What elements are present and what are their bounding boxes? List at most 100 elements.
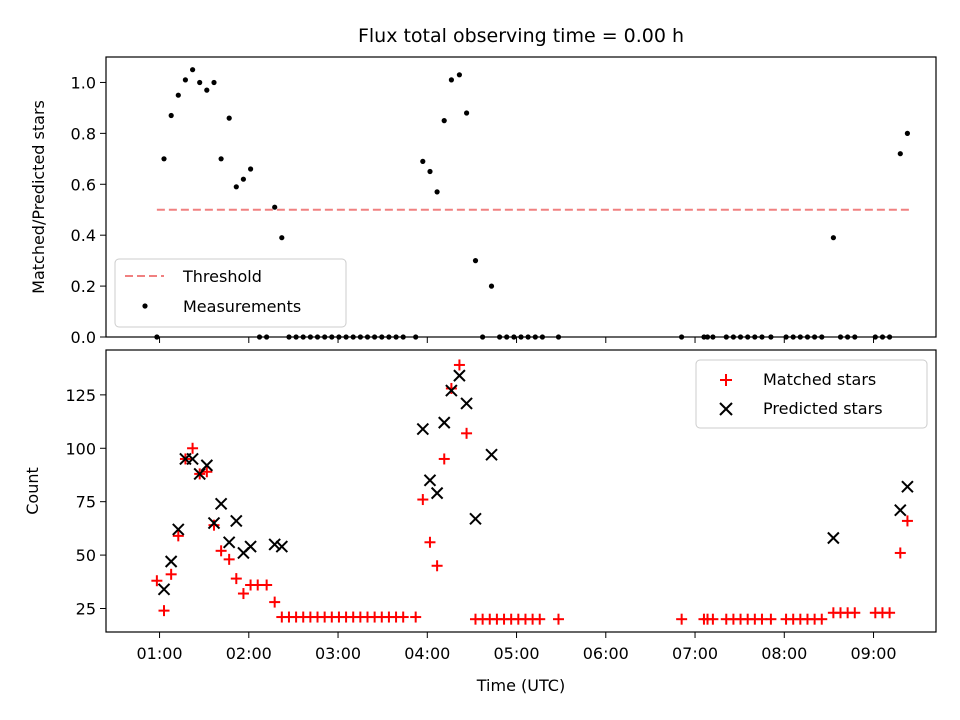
count-x-axis-label: Time (UTC)	[476, 676, 565, 695]
count-legend: Matched stars Predicted stars	[695, 359, 928, 429]
measurements-legend-icon	[142, 303, 148, 309]
count-y-tick-label: 50	[76, 546, 96, 565]
matched-star-point	[816, 613, 828, 625]
predicted-star-point	[186, 452, 199, 466]
count-panel: 25 50 75 100 125 01:00 02:00 03:00 04:00 05:00 06:…	[23, 349, 937, 695]
matched-legend-icon	[720, 374, 732, 386]
matched-star-point	[410, 611, 422, 623]
measurement-point	[211, 79, 217, 86]
measurement-point	[279, 235, 285, 241]
matched-star-point	[172, 530, 184, 542]
count-x-tick-label: 04:00	[404, 644, 450, 663]
predicted-star-point	[430, 486, 444, 500]
predicted-star-point	[423, 474, 437, 487]
measurement-point	[175, 92, 181, 98]
matched-star-point	[765, 613, 777, 625]
measurement-point	[226, 115, 232, 121]
predicted-star-point	[469, 512, 482, 525]
measurement-point	[204, 87, 210, 93]
predicted-star-point	[438, 416, 451, 429]
count-y-tick-label: 125	[65, 386, 96, 405]
count-panel-frame	[105, 349, 937, 633]
measurement-point	[197, 79, 203, 86]
predicted-star-point	[207, 516, 221, 530]
measurement-point	[248, 166, 254, 172]
matched-star-point	[261, 579, 273, 591]
count-x-tick-label: 05:00	[493, 644, 539, 663]
matched-legend-label: Matched stars	[763, 370, 876, 389]
count-x-tick-label: 07:00	[672, 644, 718, 663]
predicted-star-point	[164, 555, 178, 568]
predicted-star-point	[453, 369, 466, 382]
matched-star-point	[438, 453, 450, 465]
measurement-point	[904, 130, 911, 136]
measurement-point	[233, 184, 239, 190]
matched-star-point	[534, 613, 546, 625]
measurement-point	[830, 235, 837, 241]
measurement-point	[434, 189, 440, 195]
count-legend-box	[695, 359, 928, 429]
matched-star-point	[884, 607, 896, 619]
matched-star-point	[230, 573, 242, 585]
ratio-y-tick-label: 0.6	[71, 175, 96, 194]
ratio-panel-frame	[105, 56, 937, 338]
matched-star-point	[431, 560, 443, 572]
matched-star-point	[165, 568, 177, 580]
predicted-star-point	[445, 384, 458, 397]
measurement-point	[897, 151, 903, 157]
predicted-star-point	[275, 540, 289, 553]
count-x-tick-label: 08:00	[761, 644, 807, 663]
predicted-star-point	[230, 514, 243, 528]
measurement-point	[488, 283, 495, 289]
measurement-point	[218, 156, 224, 162]
measurement-point	[182, 77, 188, 83]
measurement-point	[441, 118, 447, 124]
matched-star-point	[223, 553, 235, 565]
matched-star-point	[397, 611, 409, 623]
predicted-legend-label: Predicted stars	[763, 399, 883, 418]
chart-title: Flux total observing time = 0.00 h	[358, 25, 684, 47]
measurement-point	[472, 258, 479, 264]
matched-star-point	[424, 536, 436, 548]
predicted-star-point	[894, 504, 907, 517]
predicted-star-point	[157, 583, 171, 596]
matched-star-point	[849, 607, 861, 619]
matched-star-point	[707, 613, 719, 625]
count-y-tick-label: 100	[65, 439, 96, 458]
predicted-star-point	[172, 523, 185, 536]
predicted-star-point	[901, 480, 914, 493]
predicted-star-point	[460, 397, 473, 410]
ratio-panel: 0.0 0.2 0.4 0.6 0.8 1.0 Matched/Predicted sta…	[29, 56, 937, 347]
count-y-tick-label: 75	[76, 493, 96, 512]
measurement-point	[448, 77, 454, 83]
measurement-point	[464, 110, 470, 116]
ratio-y-tick-label: 0.8	[71, 124, 96, 143]
measurements-legend-label: Measurements	[183, 297, 301, 316]
measurement-point	[456, 72, 462, 78]
predicted-star-point	[416, 422, 430, 436]
threshold-legend-label: Threshold	[182, 267, 262, 286]
predicted-star-point	[222, 536, 236, 549]
measurement-point	[272, 204, 278, 210]
measurement-point	[240, 176, 246, 182]
ratio-y-tick-label: 1.0	[71, 73, 96, 92]
predicted-star-point	[827, 531, 840, 545]
matched-star-point	[208, 519, 220, 531]
matched-star-point	[676, 613, 688, 625]
predicted-legend-icon	[719, 402, 733, 416]
matched-star-point	[453, 359, 465, 371]
count-y-tick-label: 25	[76, 600, 96, 619]
ratio-y-tick-label: 0.2	[71, 277, 96, 296]
predicted-star-point	[485, 448, 498, 461]
measurement-point	[168, 112, 174, 119]
matched-star-point	[237, 588, 249, 600]
matched-star-point	[269, 596, 281, 608]
matched-star-point	[552, 613, 564, 625]
count-y-axis-label: Count	[23, 467, 42, 515]
matched-star-point	[417, 494, 429, 506]
count-x-tick-label: 01:00	[136, 644, 182, 663]
measurement-point	[190, 67, 196, 73]
predicted-star-point	[244, 540, 257, 553]
measurement-point	[427, 168, 433, 175]
